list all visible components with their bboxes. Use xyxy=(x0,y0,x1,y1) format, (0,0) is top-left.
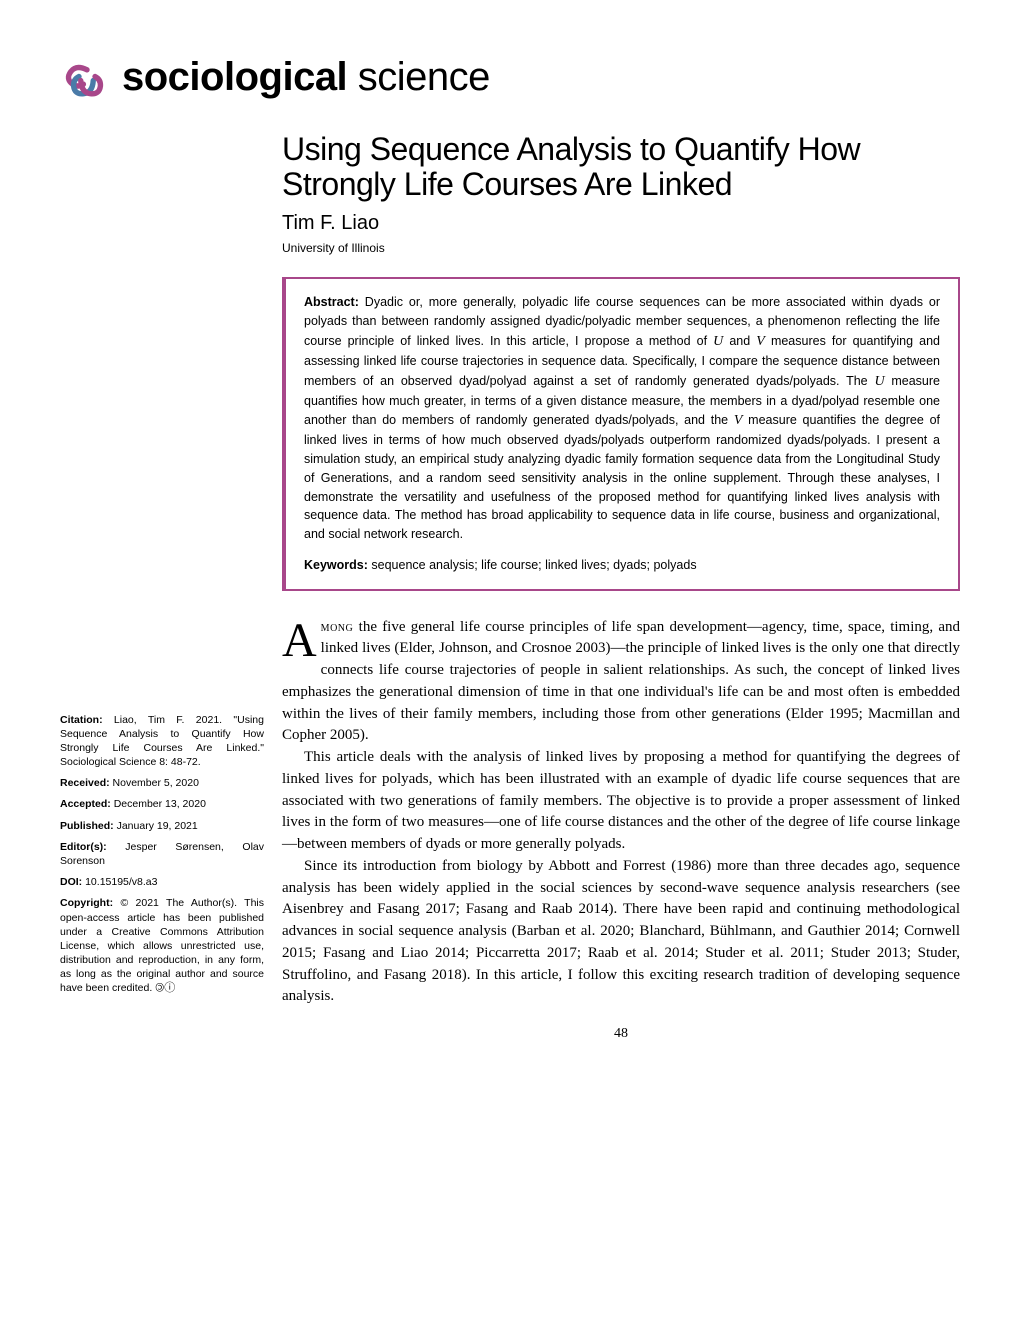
copyright-label: Copyright: xyxy=(60,897,113,909)
copyright-text: © 2021 The Author(s). This open-access a… xyxy=(60,897,264,994)
metadata-sidebar: Citation: Liao, Tim F. 2021. "Using Sequ… xyxy=(60,617,264,1009)
keywords-label: Keywords: xyxy=(304,558,368,572)
dropcap: A xyxy=(282,621,317,662)
page-number: 48 xyxy=(282,1026,960,1042)
doi-item: DOI: 10.15195/v8.a3 xyxy=(60,875,264,889)
journal-name-light: science xyxy=(358,55,490,99)
journal-name-bold: sociological xyxy=(122,55,347,99)
keywords-content: sequence analysis; life course; linked l… xyxy=(371,558,696,572)
body-para-2: This article deals with the analysis of … xyxy=(282,747,960,856)
received-text: November 5, 2020 xyxy=(113,777,199,789)
journal-name: sociological science xyxy=(122,55,490,100)
author-affiliation: University of Illinois xyxy=(282,241,960,255)
received-item: Received: November 5, 2020 xyxy=(60,776,264,790)
body-para1-smallcaps: mong xyxy=(321,620,359,635)
copyright-item: Copyright: © 2021 The Author(s). This op… xyxy=(60,896,264,996)
author-name: Tim F. Liao xyxy=(282,212,960,235)
journal-logo-icon xyxy=(60,50,114,104)
abstract-content: Dyadic or, more generally, polyadic life… xyxy=(304,295,940,541)
abstract-box: Abstract: Dyadic or, more generally, pol… xyxy=(282,277,960,590)
body-para1-rest: the five general life course principles … xyxy=(282,619,960,744)
received-label: Received: xyxy=(60,777,110,789)
doi-label: DOI: xyxy=(60,876,82,888)
abstract-label: Abstract: xyxy=(304,295,359,309)
published-label: Published: xyxy=(60,820,114,832)
journal-header: sociological science xyxy=(60,50,960,104)
abstract-text: Abstract: Dyadic or, more generally, pol… xyxy=(304,293,940,544)
cc-icon: 🄯ⓘ xyxy=(155,981,175,996)
doi-text: 10.15195/v8.a3 xyxy=(85,876,157,888)
published-item: Published: January 19, 2021 xyxy=(60,819,264,833)
body-para-1: Among the five general life course princ… xyxy=(282,617,960,748)
body-text: Among the five general life course princ… xyxy=(282,617,960,1009)
editors-item: Editor(s): Jesper Sørensen, Olav Sorenso… xyxy=(60,840,264,868)
citation-label: Citation: xyxy=(60,714,103,726)
citation-item: Citation: Liao, Tim F. 2021. "Using Sequ… xyxy=(60,713,264,770)
accepted-label: Accepted: xyxy=(60,798,111,810)
keywords-text: Keywords: sequence analysis; life course… xyxy=(304,556,940,575)
editors-label: Editor(s): xyxy=(60,841,107,853)
accepted-text: December 13, 2020 xyxy=(114,798,206,810)
body-para-3: Since its introduction from biology by A… xyxy=(282,856,960,1008)
accepted-item: Accepted: December 13, 2020 xyxy=(60,797,264,811)
published-text: January 19, 2021 xyxy=(117,820,198,832)
article-title: Using Sequence Analysis to Quantify How … xyxy=(282,132,960,202)
